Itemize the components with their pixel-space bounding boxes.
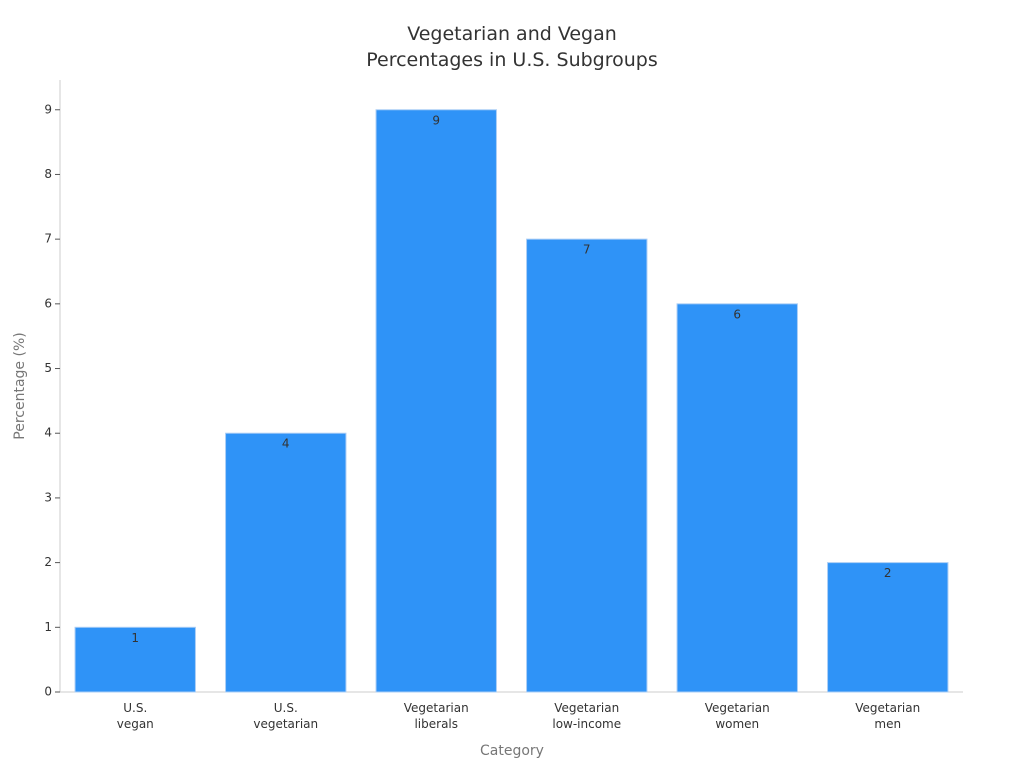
bar [526,238,648,693]
bar [74,626,196,693]
y-tick-label: 4 [44,426,52,440]
x-tick-label: Vegetarian low-income [552,701,621,731]
bar [827,562,949,693]
y-tick-label: 5 [44,361,52,375]
x-tick-label: Vegetarian liberals [404,701,469,731]
y-tick-label: 3 [44,490,52,504]
y-tick-label: 9 [44,102,52,116]
x-tick-label: U.S. vegetarian [253,701,318,731]
value-label: 1 [131,631,139,645]
value-label: 9 [432,113,440,127]
bar [225,432,347,693]
x-tick-label: Vegetarian women [705,701,770,731]
x-tick-label: Vegetarian men [855,701,920,731]
chart-title: Vegetarian and Vegan Percentages in U.S. … [366,23,658,71]
y-tick-label: 2 [44,555,52,569]
value-label: 6 [733,307,741,321]
x-axis-label: Category [480,743,544,759]
y-tick-label: 0 [44,685,52,699]
value-label: 2 [884,566,892,580]
value-label: 4 [282,437,290,451]
y-tick-label: 7 [44,232,52,246]
value-label: 7 [583,243,591,257]
bar [375,109,497,693]
y-tick-label: 1 [44,620,52,634]
bar [676,303,798,693]
x-tick-label: U.S. vegan [117,701,154,731]
y-tick-label: 8 [44,167,52,181]
y-tick-label: 6 [44,296,52,310]
y-axis-label: Percentage (%) [12,332,28,439]
